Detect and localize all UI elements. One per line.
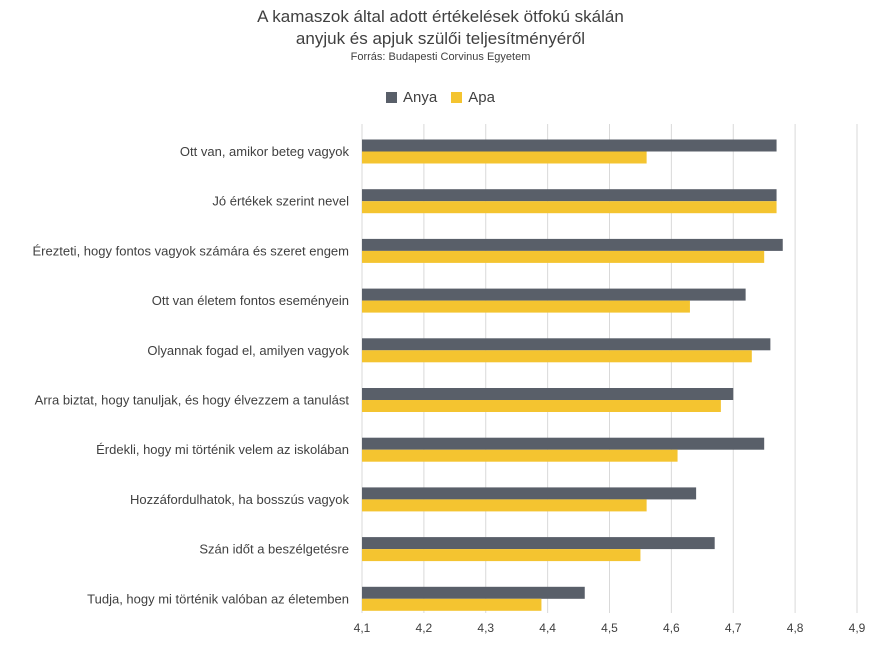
bar-anya-9 [362,586,585,599]
x-tick-label: 4,7 [725,621,742,635]
bar-apa-1 [362,201,777,214]
category-label: Szán időt a beszélgetésre [199,542,349,557]
x-tick-label: 4,1 [354,621,371,635]
x-tick-label: 4,5 [601,621,618,635]
bar-anya-8 [362,537,715,550]
legend-label-apa: Apa [468,89,495,106]
bar-apa-5 [362,400,721,412]
bar-anya-2 [362,238,783,251]
chart-source: Forrás: Budapesti Corvinus Egyetem [350,51,531,63]
legend-swatch-anya [386,92,398,103]
legend-item-anya: Anya [386,89,437,106]
category-label: Ott van életem fontos eseményein [152,293,349,308]
bar-apa-9 [362,598,542,611]
bar-anya-5 [362,388,734,400]
x-tick-label: 4,6 [663,621,680,635]
bar-apa-6 [362,449,678,462]
bar-apa-7 [362,499,647,512]
bar-apa-0 [362,151,647,164]
bar-apa-3 [362,300,690,313]
bar-anya-7 [362,487,697,500]
category-label: Ott van, amikor beteg vagyok [180,144,350,159]
category-label: Érezteti, hogy fontos vagyok számára és … [33,243,350,258]
chart-title-block: A kamaszok által adott értékelések ötfok… [0,6,881,64]
category-label: Tudja, hogy mi történik valóban az élete… [87,591,349,606]
bar-apa-4 [362,350,752,363]
chart-legend: Anya Apa [0,89,881,106]
bar-apa-2 [362,250,765,263]
chart-title-line-1: A kamaszok által adott értékelések ötfok… [257,7,624,26]
legend-label-anya: Anya [403,89,438,106]
bar-anya-3 [362,288,746,301]
x-tick-label: 4,4 [539,621,556,635]
x-tick-label: 4,9 [849,621,866,635]
category-label: Jó értékek szerint nevel [212,194,349,209]
bar-anya-0 [362,139,777,152]
category-label: Arra biztat, hogy tanuljak, és hogy élve… [35,393,350,408]
bar-anya-4 [362,338,771,351]
legend-item-apa: Apa [451,89,495,106]
bar-anya-1 [362,189,777,202]
x-tick-label: 4,8 [787,621,804,635]
category-label: Olyannak fogad el, amilyen vagyok [147,343,349,358]
category-label: Hozzáfordulhatok, ha bosszús vagyok [130,492,349,507]
bar-apa-8 [362,549,641,562]
legend-swatch-apa [451,92,463,103]
x-tick-label: 4,2 [416,621,433,635]
bar-anya-6 [362,437,765,450]
x-tick-label: 4,3 [477,621,494,635]
chart-title-line-2: anyjuk és apjuk szülői teljesítményéről [295,29,586,48]
category-label: Érdekli, hogy mi történik velem az iskol… [96,442,349,457]
